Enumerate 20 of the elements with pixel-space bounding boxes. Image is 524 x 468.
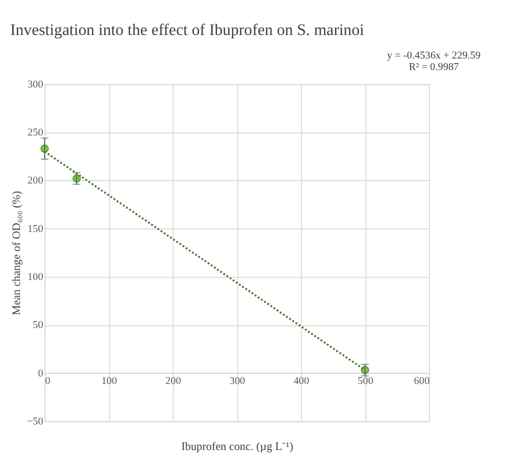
x-tick-label: 300 — [229, 376, 246, 387]
y-tick-label: 200 — [28, 176, 44, 187]
x-tick-label: 600 — [414, 376, 430, 387]
y-tick-label: 50 — [32, 320, 44, 332]
y-tick-label: −50 — [26, 416, 44, 428]
text: y = -0.4536x + 229.59 — [387, 50, 481, 62]
y-tick-label: 0 — [38, 368, 44, 380]
y-tick-label: 100 — [28, 272, 44, 284]
x-tick-label: 500 — [358, 376, 374, 387]
x-tick-label: 100 — [101, 376, 117, 387]
text: R² = 0.9987 — [408, 62, 459, 73]
y-tick-label: 250 — [28, 128, 44, 139]
x-tick-label: 0 — [45, 376, 50, 387]
x-tick-label: 200 — [165, 376, 182, 387]
y-tick-label: 300 — [28, 79, 44, 90]
y-axis-title: Mean change of OD₆₀₀ (%) — [11, 190, 24, 316]
x-tick-label: 400 — [294, 376, 310, 387]
x-axis-title: Ibuprofen conc. (µg L⁻¹) — [181, 441, 294, 454]
y-tick-label: 150 — [28, 224, 44, 235]
chart-title: Investigation into the effect of Ibuprofen on S. marinoi — [10, 22, 365, 39]
